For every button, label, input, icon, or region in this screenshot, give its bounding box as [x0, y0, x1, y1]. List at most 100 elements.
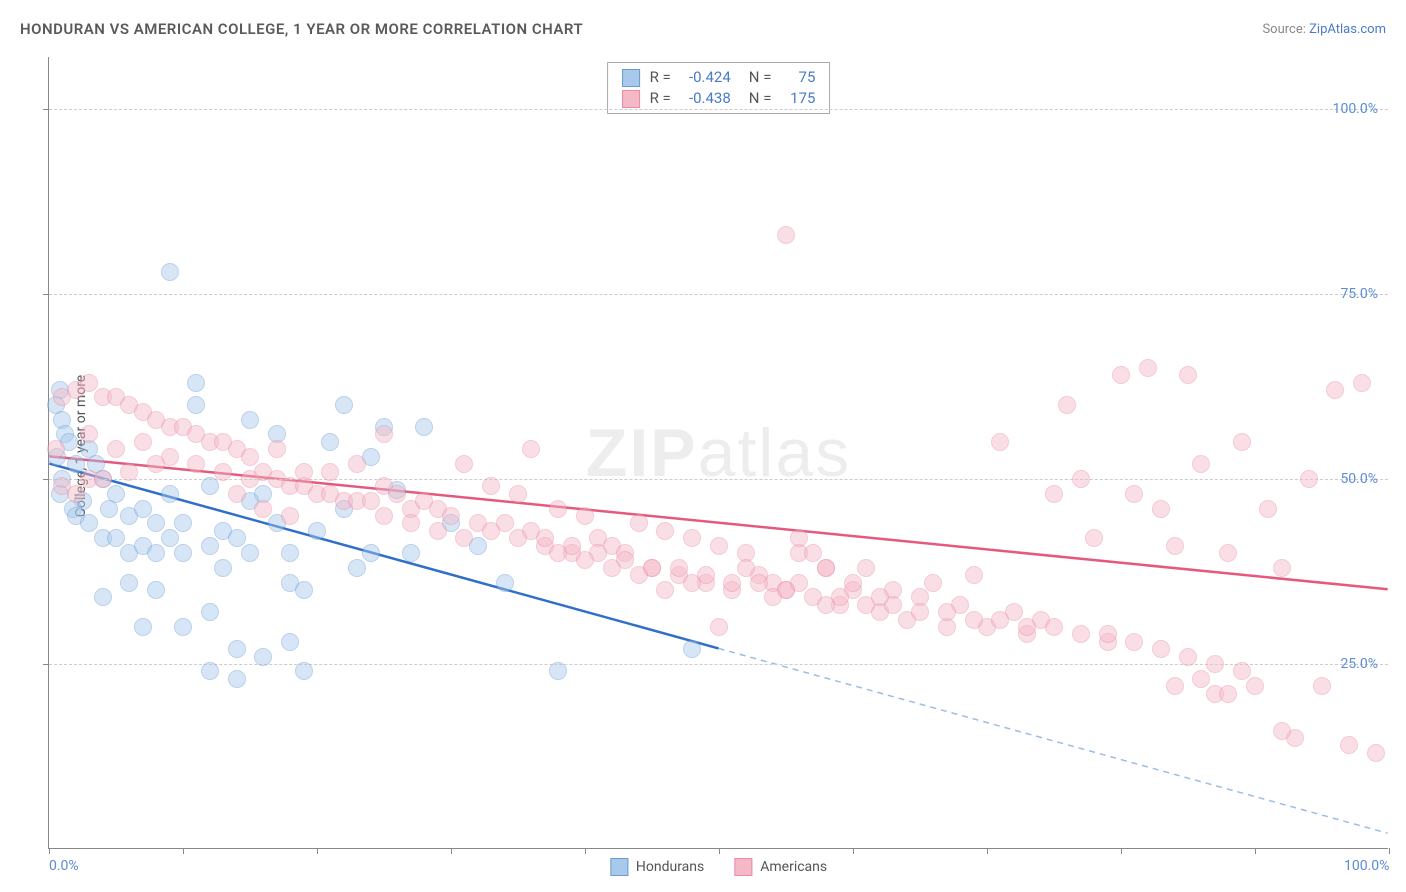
- data-point: [1125, 485, 1143, 503]
- data-point: [871, 588, 889, 606]
- data-point: [429, 522, 447, 540]
- data-point: [911, 603, 929, 621]
- data-point: [482, 522, 500, 540]
- source-link[interactable]: ZipAtlas.com: [1309, 22, 1386, 37]
- data-point: [67, 455, 85, 473]
- y-tick-label: 25.0%: [1340, 656, 1378, 672]
- stats-row: R =-0.424N =75: [622, 67, 816, 88]
- data-point: [1139, 359, 1157, 377]
- data-point: [965, 566, 983, 584]
- data-point: [174, 618, 192, 636]
- gridline-h: [49, 109, 1388, 110]
- data-point: [1206, 655, 1224, 673]
- legend-label: Hondurans: [636, 859, 704, 875]
- data-point: [1340, 736, 1358, 754]
- data-point: [375, 425, 393, 443]
- stat-n-value: 75: [781, 67, 815, 88]
- data-point: [455, 529, 473, 547]
- stat-r-value: -0.438: [681, 88, 731, 109]
- y-tick-label: 75.0%: [1340, 286, 1378, 302]
- data-point: [107, 529, 125, 547]
- x-tick: [987, 848, 988, 854]
- data-point: [241, 411, 259, 429]
- data-point: [509, 485, 527, 503]
- x-tick: [719, 848, 720, 854]
- data-point: [536, 529, 554, 547]
- stat-r-value: -0.424: [681, 67, 731, 88]
- data-point: [630, 566, 648, 584]
- data-point: [402, 544, 420, 562]
- data-point: [67, 485, 85, 503]
- stat-n-value: 175: [781, 88, 815, 109]
- data-point: [1072, 625, 1090, 643]
- data-point: [1166, 537, 1184, 555]
- data-point: [161, 263, 179, 281]
- data-point: [295, 581, 313, 599]
- legend-item: Hondurans: [610, 858, 704, 876]
- data-point: [1367, 744, 1385, 762]
- data-point: [1152, 640, 1170, 658]
- data-point: [576, 507, 594, 525]
- data-point: [241, 448, 259, 466]
- stats-legend-box: R =-0.424N =75R =-0.438N =175: [607, 62, 831, 114]
- data-point: [683, 640, 701, 658]
- data-point: [187, 374, 205, 392]
- data-point: [187, 396, 205, 414]
- data-point: [1219, 544, 1237, 562]
- data-point: [100, 500, 118, 518]
- x-tick: [1255, 848, 1256, 854]
- data-point: [1125, 633, 1143, 651]
- data-point: [1273, 722, 1291, 740]
- y-tick-label: 50.0%: [1340, 471, 1378, 487]
- data-point: [1152, 500, 1170, 518]
- legend-swatch: [622, 69, 640, 87]
- data-point: [817, 596, 835, 614]
- data-point: [1085, 529, 1103, 547]
- data-point: [241, 544, 259, 562]
- data-point: [482, 477, 500, 495]
- data-point: [348, 455, 366, 473]
- data-point: [737, 559, 755, 577]
- y-tick-label: 100.0%: [1333, 101, 1378, 117]
- data-point: [281, 633, 299, 651]
- data-point: [576, 551, 594, 569]
- data-point: [362, 544, 380, 562]
- data-point: [804, 544, 822, 562]
- data-point: [723, 574, 741, 592]
- data-point: [80, 425, 98, 443]
- x-tick: [183, 848, 184, 854]
- plot-area: ZIPatlas R =-0.424N =75R =-0.438N =175 H…: [48, 57, 1388, 849]
- data-point: [147, 455, 165, 473]
- data-point: [362, 492, 380, 510]
- legend-item: Americans: [734, 858, 827, 876]
- data-point: [710, 618, 728, 636]
- x-tick-label: 100.0%: [1344, 858, 1389, 874]
- data-point: [1326, 381, 1344, 399]
- data-point: [120, 463, 138, 481]
- legend-swatch: [622, 90, 640, 108]
- data-point: [228, 529, 246, 547]
- data-point: [174, 544, 192, 562]
- data-point: [1072, 470, 1090, 488]
- data-point: [134, 500, 152, 518]
- data-point: [201, 603, 219, 621]
- data-point: [496, 574, 514, 592]
- data-point: [161, 529, 179, 547]
- legend-swatch: [734, 858, 752, 876]
- data-point: [254, 648, 272, 666]
- data-point: [656, 522, 674, 540]
- data-point: [844, 574, 862, 592]
- data-point: [1246, 677, 1264, 695]
- data-point: [857, 559, 875, 577]
- data-point: [281, 507, 299, 525]
- series-legend: Hondurans Americans: [610, 858, 827, 876]
- data-point: [790, 529, 808, 547]
- data-point: [1179, 648, 1197, 666]
- data-point: [991, 611, 1009, 629]
- data-point: [321, 433, 339, 451]
- stat-r-label: R =: [650, 67, 671, 88]
- data-point: [402, 514, 420, 532]
- data-point: [80, 374, 98, 392]
- data-point: [656, 581, 674, 599]
- source-label: Source:: [1262, 22, 1305, 37]
